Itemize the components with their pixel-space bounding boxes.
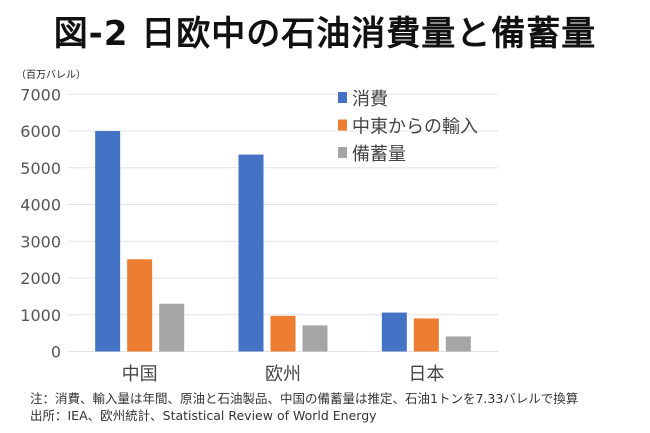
source-line: 出所：IEA、欧州統計、Statistical Review of World …	[30, 408, 377, 423]
y-tick-label: 7000	[20, 85, 61, 104]
legend-label: 中東からの輸入	[352, 117, 478, 138]
legend-swatch	[338, 119, 347, 131]
y-tick-label: 3000	[20, 232, 61, 251]
bar-3-2	[302, 325, 328, 352]
y-tick-label: 2000	[20, 269, 61, 288]
legend-swatch	[338, 147, 347, 158]
legend-swatch	[338, 92, 347, 103]
bar-1-3	[381, 312, 407, 352]
x-category-label: 中国	[122, 364, 158, 385]
notes: 注：消費、輸入量は年間、原油と石油製品、中国の備蓄量は推定、石油1トンを7.33…	[30, 390, 578, 424]
bar-3-3	[445, 336, 471, 352]
bar-1-1	[95, 131, 121, 352]
bar-1-2	[238, 154, 264, 352]
legend-label: 備蓄量	[352, 144, 406, 165]
y-tick-label: 4000	[20, 196, 61, 215]
bar-2-2	[270, 315, 296, 352]
y-tick-label: 6000	[20, 122, 61, 141]
y-axis-unit: （百万バレル）	[16, 70, 86, 81]
y-tick-label: 0	[51, 343, 61, 362]
x-category-label: 欧州	[265, 364, 301, 385]
bar-3-1	[159, 303, 185, 352]
note-line: 注：消費、輸入量は年間、原油と石油製品、中国の備蓄量は推定、石油1トンを7.33…	[30, 391, 579, 406]
x-category-label: 日本	[408, 364, 444, 385]
y-tick-label: 1000	[20, 306, 61, 325]
bar-2-3	[413, 318, 439, 352]
bar-2-1	[127, 259, 153, 352]
y-tick-label: 5000	[20, 159, 61, 178]
chart-title: 図-2 日欧中の石油消費量と備蓄量	[53, 14, 597, 54]
legend-label: 消費	[352, 89, 388, 110]
